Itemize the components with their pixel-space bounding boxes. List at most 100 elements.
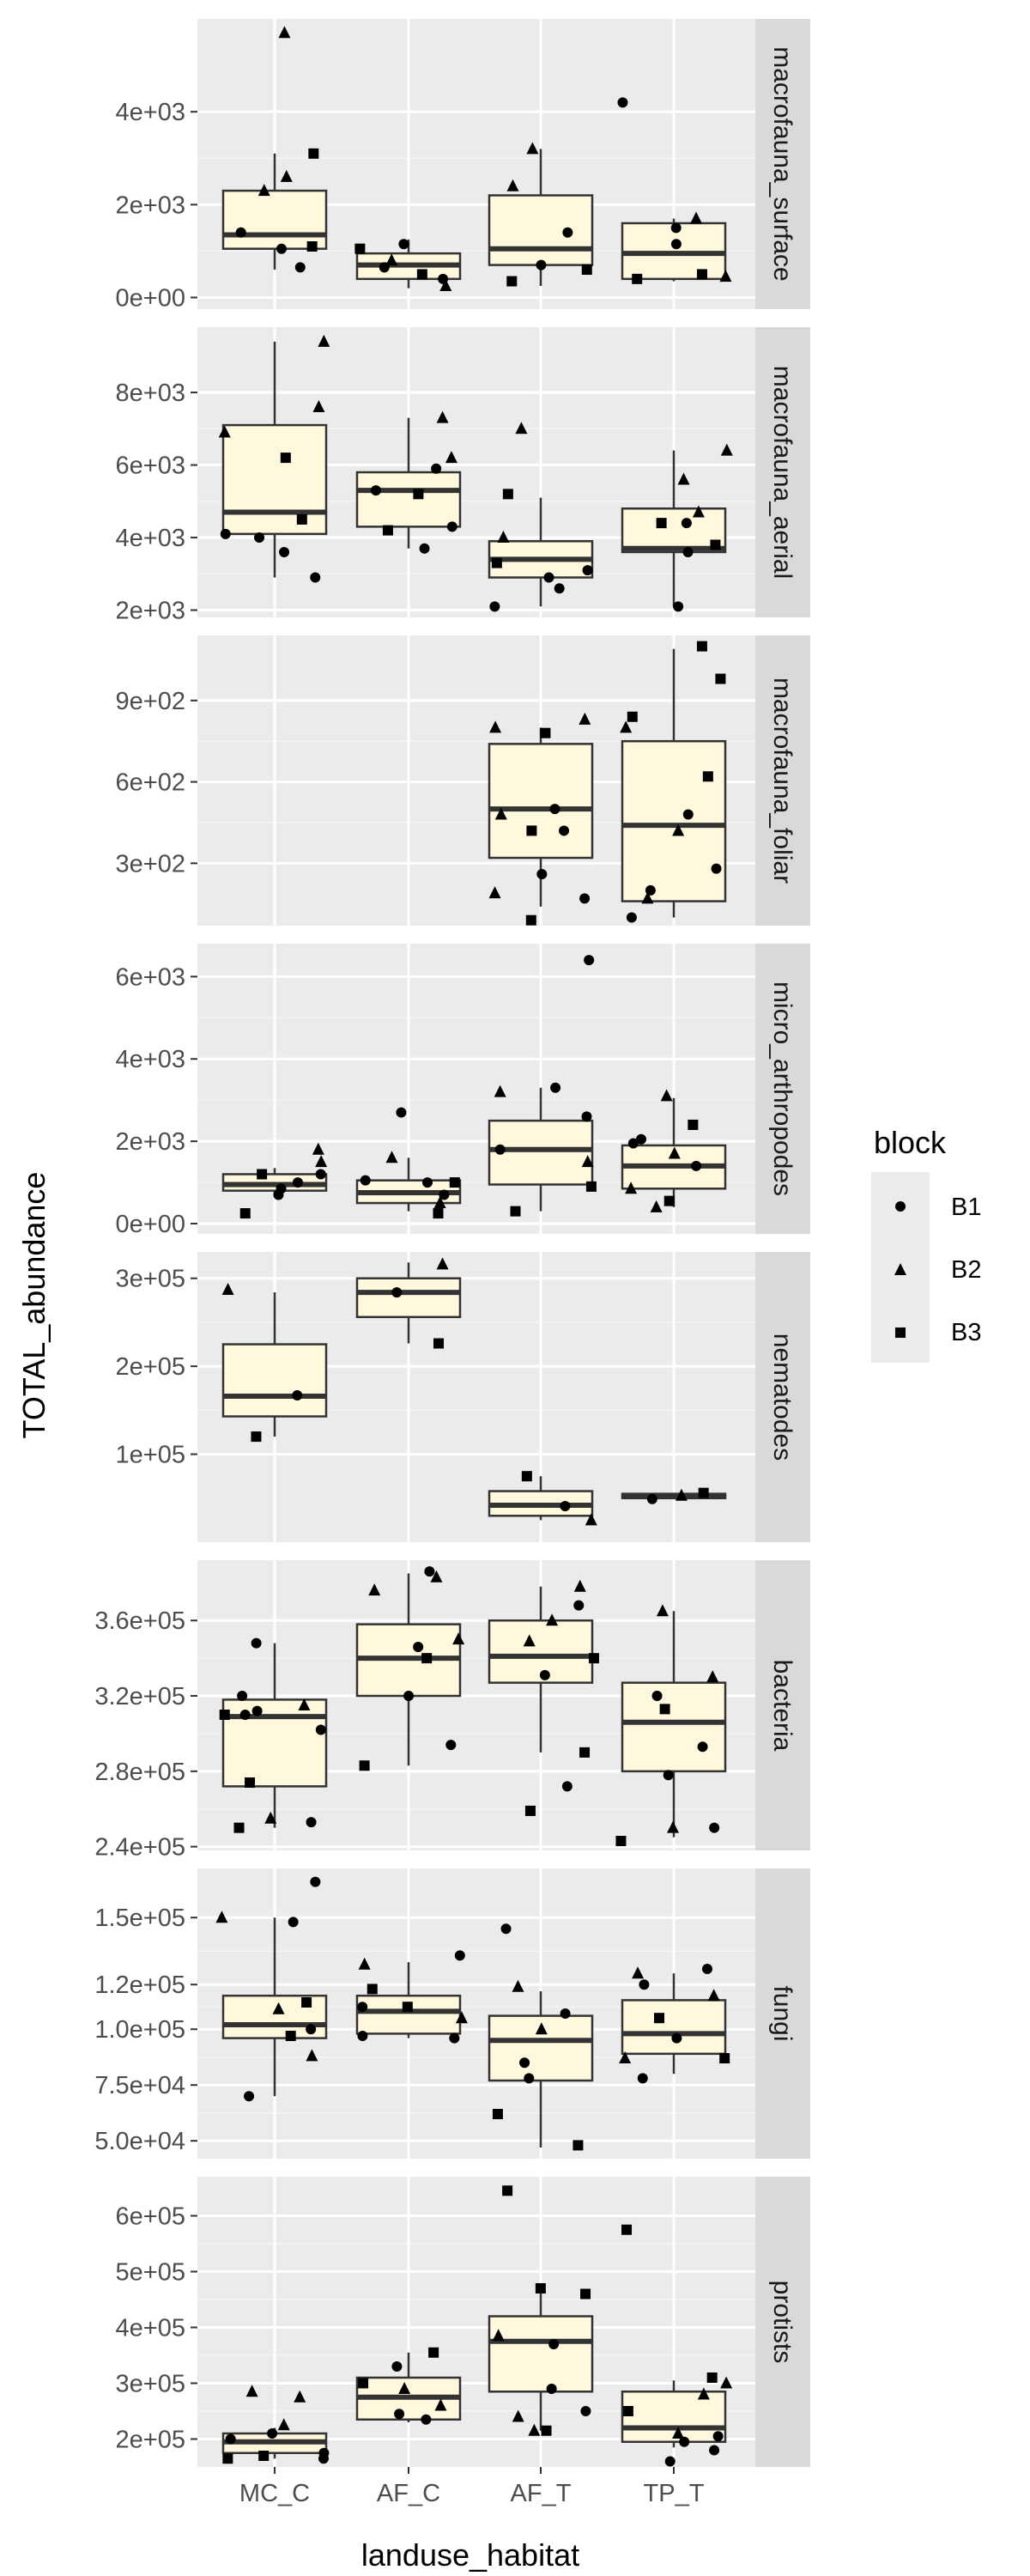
point-b1 <box>446 521 457 532</box>
point-b2 <box>677 472 690 485</box>
point-b3 <box>615 1836 627 1847</box>
point-b3 <box>521 1471 532 1482</box>
point-b2 <box>312 399 325 412</box>
point-b2 <box>690 211 703 224</box>
point-b1 <box>548 2339 560 2349</box>
point-b3 <box>541 2425 552 2436</box>
box-iqr <box>488 1119 594 1186</box>
point-b2 <box>258 184 270 197</box>
point-b1 <box>549 804 560 815</box>
point-b2 <box>494 1084 506 1097</box>
point-b3 <box>524 1805 536 1816</box>
point-b1 <box>421 2414 432 2425</box>
y-tick-label: 4e+03 <box>116 1046 185 1073</box>
point-b2 <box>672 2427 685 2439</box>
point-b2 <box>707 1989 720 2002</box>
point-b3 <box>663 1195 675 1206</box>
y-tick-label: 5.0e+04 <box>94 2128 185 2155</box>
point-b2 <box>306 2049 318 2062</box>
y-tick-label: 0e+00 <box>116 1211 185 1238</box>
point-b1 <box>712 2431 724 2442</box>
point-b1 <box>449 2032 460 2044</box>
point-b2 <box>620 720 633 733</box>
point-b3 <box>239 1208 251 1219</box>
point-b1 <box>673 601 684 612</box>
point-b2 <box>632 1966 645 1979</box>
box-iqr <box>488 2315 594 2393</box>
point-b1 <box>357 2002 368 2013</box>
y-tick-label: 3e+05 <box>116 1266 185 1293</box>
point-b1 <box>276 243 287 254</box>
point-b1 <box>559 825 570 836</box>
point-b1 <box>413 1641 424 1652</box>
box-TP_T <box>621 2380 727 2448</box>
point-b2 <box>506 179 519 191</box>
point-b1 <box>709 1822 720 1833</box>
point-b1 <box>539 1669 550 1680</box>
point-b1 <box>391 1287 403 1298</box>
box-AF_T <box>488 1476 594 1521</box>
x-axis: MC_C AF_C AF_T TP_T <box>239 2467 705 2507</box>
point-b3 <box>251 1431 262 1443</box>
point-b1 <box>267 2428 278 2439</box>
point-b1 <box>682 809 694 820</box>
y-tick-label: 4e+05 <box>116 2315 185 2342</box>
x-tick-label-MC_C: MC_C <box>239 2480 310 2507</box>
point-b1 <box>536 259 547 270</box>
legend-key-b3 <box>895 1327 906 1338</box>
box-TP_T <box>621 1492 727 1500</box>
point-b1 <box>279 546 290 557</box>
point-b1 <box>711 863 722 874</box>
facet-macrofauna_surface: 0e+00 2e+03 4e+03 macrofauna_surface <box>116 19 810 312</box>
point-b1 <box>306 2024 317 2035</box>
x-axis-title: landuse_habitat <box>361 2537 579 2573</box>
facet-nematodes: 1e+05 2e+05 3e+05 nematodes <box>116 1252 810 1542</box>
point-b1 <box>370 485 381 496</box>
point-b2 <box>433 1196 446 1209</box>
point-b3 <box>306 240 318 252</box>
box-iqr <box>488 743 594 860</box>
point-b2 <box>512 1979 524 1992</box>
y-tick-label: 2.8e+05 <box>94 1759 185 1786</box>
facet-strip <box>755 944 810 1234</box>
point-b3 <box>719 2053 730 2063</box>
y-tick-label: 2e+03 <box>116 1128 185 1156</box>
point-b2 <box>515 422 528 434</box>
point-b3 <box>585 1181 597 1192</box>
facet-micro_arthropodes: 0e+00 2e+03 4e+03 6e+03 micro_arthropodes <box>116 944 810 1238</box>
point-b1 <box>663 1770 674 1781</box>
point-b2 <box>215 1911 228 1923</box>
point-b1 <box>251 1705 263 1716</box>
point-b2 <box>668 1146 681 1159</box>
facet-macrofauna_foliar: 3e+02 6e+02 9e+02 macrofauna_foliar <box>116 635 810 926</box>
point-b2 <box>619 2051 632 2063</box>
box-iqr <box>355 471 462 528</box>
y-tick-label: 8e+03 <box>116 380 185 407</box>
facet-strip-label: protists <box>768 2281 797 2364</box>
box-TP_T <box>621 218 727 282</box>
box-iqr <box>621 739 727 902</box>
point-b1 <box>635 1133 646 1145</box>
point-b3 <box>428 2347 439 2358</box>
box-MC_C <box>221 2427 328 2459</box>
point-b3 <box>502 2185 513 2196</box>
point-b1 <box>254 532 265 544</box>
point-b1 <box>294 262 306 273</box>
box-TP_T <box>621 1611 727 1838</box>
box-TP_T <box>621 1097 727 1207</box>
y-tick-label: 7.5e+04 <box>94 2072 185 2099</box>
point-b3 <box>579 1747 591 1758</box>
facet-strip <box>755 327 810 617</box>
box-TP_T <box>621 648 727 918</box>
point-b3 <box>535 2283 546 2293</box>
facet-strip <box>755 1560 810 1850</box>
point-b1 <box>524 2073 535 2084</box>
box-TP_T <box>621 450 727 607</box>
point-b3 <box>433 1208 444 1219</box>
point-b1 <box>439 1189 450 1200</box>
point-b3 <box>710 539 721 550</box>
point-b1 <box>225 2433 236 2445</box>
box-MC_C <box>221 1292 328 1437</box>
x-tick-label-AF_C: AF_C <box>377 2480 440 2507</box>
point-b2 <box>546 1613 559 1626</box>
